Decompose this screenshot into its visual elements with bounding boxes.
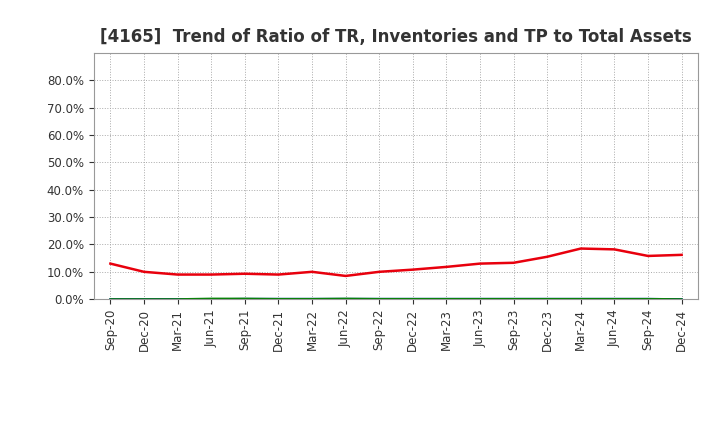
Trade Receivables xyxy=(678,252,686,257)
Trade Payables xyxy=(509,296,518,301)
Trade Receivables xyxy=(240,271,249,276)
Trade Payables xyxy=(476,296,485,301)
Inventories xyxy=(408,296,417,301)
Line: Trade Receivables: Trade Receivables xyxy=(110,249,682,276)
Trade Payables xyxy=(610,296,618,301)
Inventories xyxy=(644,296,652,301)
Trade Receivables xyxy=(174,272,182,277)
Inventories xyxy=(140,297,148,302)
Inventories xyxy=(106,297,114,302)
Inventories xyxy=(307,296,316,301)
Trade Receivables xyxy=(140,269,148,275)
Inventories xyxy=(274,296,283,301)
Trade Payables xyxy=(442,296,451,301)
Trade Receivables xyxy=(476,261,485,266)
Inventories xyxy=(509,296,518,301)
Inventories xyxy=(442,296,451,301)
Trade Receivables xyxy=(341,273,350,279)
Trade Receivables xyxy=(307,269,316,275)
Inventories xyxy=(678,297,686,302)
Trade Payables xyxy=(140,297,148,302)
Trade Receivables xyxy=(106,261,114,266)
Trade Receivables xyxy=(543,254,552,260)
Trade Payables xyxy=(678,297,686,302)
Trade Receivables xyxy=(375,269,384,275)
Trade Receivables xyxy=(509,260,518,265)
Inventories xyxy=(174,297,182,302)
Trade Receivables xyxy=(274,272,283,277)
Trade Receivables xyxy=(644,253,652,259)
Trade Payables xyxy=(240,296,249,301)
Inventories xyxy=(375,296,384,301)
Inventories xyxy=(207,297,215,302)
Trade Payables xyxy=(274,296,283,301)
Trade Receivables xyxy=(610,247,618,252)
Trade Receivables xyxy=(207,272,215,277)
Trade Receivables xyxy=(577,246,585,251)
Trade Payables xyxy=(644,296,652,301)
Trade Payables xyxy=(577,296,585,301)
Trade Receivables xyxy=(408,267,417,272)
Trade Payables xyxy=(543,296,552,301)
Inventories xyxy=(610,296,618,301)
Inventories xyxy=(476,296,485,301)
Inventories xyxy=(240,296,249,301)
Trade Payables xyxy=(207,296,215,301)
Title: [4165]  Trend of Ratio of TR, Inventories and TP to Total Assets: [4165] Trend of Ratio of TR, Inventories… xyxy=(100,28,692,46)
Trade Payables xyxy=(307,296,316,301)
Trade Payables xyxy=(174,297,182,302)
Trade Receivables xyxy=(442,264,451,270)
Trade Payables xyxy=(408,296,417,301)
Trade Payables xyxy=(341,296,350,301)
Trade Payables xyxy=(375,296,384,301)
Inventories xyxy=(577,296,585,301)
Inventories xyxy=(543,296,552,301)
Trade Payables xyxy=(106,297,114,302)
Inventories xyxy=(341,296,350,301)
